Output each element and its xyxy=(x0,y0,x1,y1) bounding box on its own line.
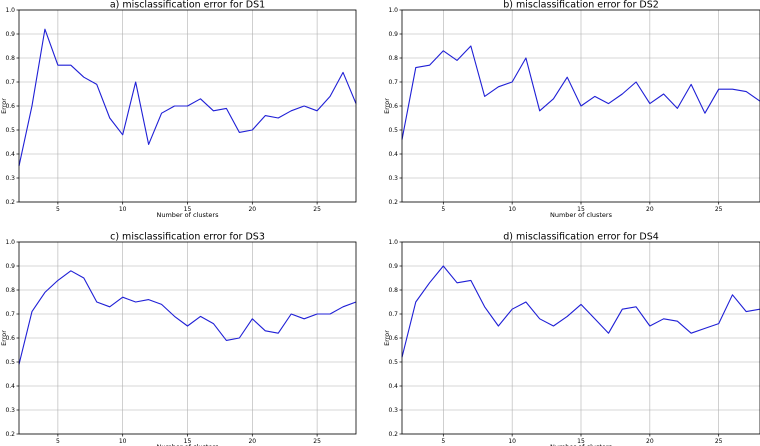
y-tick-label: 0.4 xyxy=(5,383,15,390)
x-tick-label: 10 xyxy=(119,206,127,213)
y-tick-label: 0.3 xyxy=(5,175,15,182)
x-tick-label: 25 xyxy=(715,438,723,445)
chart-ds4: 5 10 15 20 25 0.2 0.3 0.4 0.5 0.6 0.7 0.8 0.9 1.0 d) m… xyxy=(383,232,760,446)
x-tick-label: 10 xyxy=(119,438,127,445)
x-tick-label: 20 xyxy=(646,206,654,213)
y-tick-label: 0.8 xyxy=(5,55,15,62)
series-line-ds3 xyxy=(18,270,357,365)
x-tick-label: 25 xyxy=(715,206,723,213)
y-tick-label: 0.8 xyxy=(388,287,398,294)
x-axis-label: Number of clusters xyxy=(156,443,219,446)
y-tick-label: 0.6 xyxy=(5,103,15,110)
x-tick-label: 10 xyxy=(508,206,516,213)
y-axis-label: Error xyxy=(0,330,8,346)
chart-ds3: 5 10 15 20 25 0.2 0.3 0.4 0.5 0.6 0.7 0.8 0.9 1.0 c) m… xyxy=(0,232,357,446)
y-tick-label: 0.7 xyxy=(5,79,15,86)
chart-title-ds2: b) misclassification error for DS2 xyxy=(503,0,659,11)
x-tick-label: 15 xyxy=(184,438,192,445)
x-tick-label: 20 xyxy=(248,438,256,445)
series-line-ds1 xyxy=(18,28,357,167)
x-tick-label: 15 xyxy=(577,206,585,213)
y-tick-label: 0.3 xyxy=(388,175,398,182)
y-tick-label: 1.0 xyxy=(388,239,398,246)
y-tick-label: 0.4 xyxy=(388,151,398,158)
y-tick-label: 0.6 xyxy=(5,335,15,342)
y-tick-label: 1.0 xyxy=(5,239,15,246)
x-tick-label: 5 xyxy=(441,438,445,445)
x-tick-label: 5 xyxy=(441,206,445,213)
chart-title-ds3: c) misclassification error for DS3 xyxy=(110,232,265,243)
y-tick-label: 0.9 xyxy=(5,263,15,270)
x-axis-label: Number of clusters xyxy=(550,443,613,446)
y-tick-label: 0.3 xyxy=(388,407,398,414)
x-tick-label: 5 xyxy=(56,438,60,445)
x-tick-label: 25 xyxy=(313,206,321,213)
y-tick-label: 0.5 xyxy=(5,359,15,366)
chart-ds1: 5 10 15 20 25 0.2 0.3 0.4 0.5 0.6 0.7 0.8 0.9 1.0 a) m… xyxy=(0,0,357,219)
y-tick-label: 0.9 xyxy=(5,31,15,38)
y-axis-label: Error xyxy=(383,330,391,346)
x-tick-label: 15 xyxy=(184,206,192,213)
x-tick-label: 25 xyxy=(313,438,321,445)
x-axis-label: Number of clusters xyxy=(550,211,613,219)
y-tick-label: 0.9 xyxy=(388,31,398,38)
y-tick-label: 0.5 xyxy=(5,127,15,134)
x-tick-label: 20 xyxy=(646,438,654,445)
y-tick-label: 0.7 xyxy=(388,79,398,86)
y-tick-label: 0.4 xyxy=(388,383,398,390)
series-line-ds4 xyxy=(401,265,760,358)
y-tick-label: 0.5 xyxy=(388,127,398,134)
y-tick-label: 0.8 xyxy=(388,55,398,62)
y-tick-label: 0.7 xyxy=(388,311,398,318)
y-tick-label: 1.0 xyxy=(388,7,398,14)
x-axis-label: Number of clusters xyxy=(156,211,219,219)
chart-title-ds1: a) misclassification error for DS1 xyxy=(110,0,265,11)
x-tick-label: 5 xyxy=(56,206,60,213)
y-axis-label: Error xyxy=(383,98,391,114)
y-tick-label: 0.4 xyxy=(5,151,15,158)
x-tick-label: 20 xyxy=(248,206,256,213)
x-tick-label: 15 xyxy=(577,438,585,445)
y-tick-label: 0.9 xyxy=(388,263,398,270)
series-line-ds2 xyxy=(401,45,760,140)
y-tick-label: 0.2 xyxy=(388,199,398,206)
y-tick-label: 0.2 xyxy=(5,199,15,206)
y-tick-label: 0.6 xyxy=(388,335,398,342)
y-tick-label: 0.7 xyxy=(5,311,15,318)
y-tick-label: 0.2 xyxy=(388,431,398,438)
y-tick-label: 1.0 xyxy=(5,7,15,14)
y-tick-label: 0.8 xyxy=(5,287,15,294)
x-tick-label: 10 xyxy=(508,438,516,445)
y-tick-label: 0.6 xyxy=(388,103,398,110)
chart-title-ds4: d) misclassification error for DS4 xyxy=(503,232,659,243)
y-tick-label: 0.3 xyxy=(5,407,15,414)
y-tick-label: 0.2 xyxy=(5,431,15,438)
y-axis-label: Error xyxy=(0,98,8,114)
chart-ds2: 5 10 15 20 25 0.2 0.3 0.4 0.5 0.6 0.7 0.8 0.9 1.0 b) m… xyxy=(383,0,760,219)
y-tick-label: 0.5 xyxy=(388,359,398,366)
